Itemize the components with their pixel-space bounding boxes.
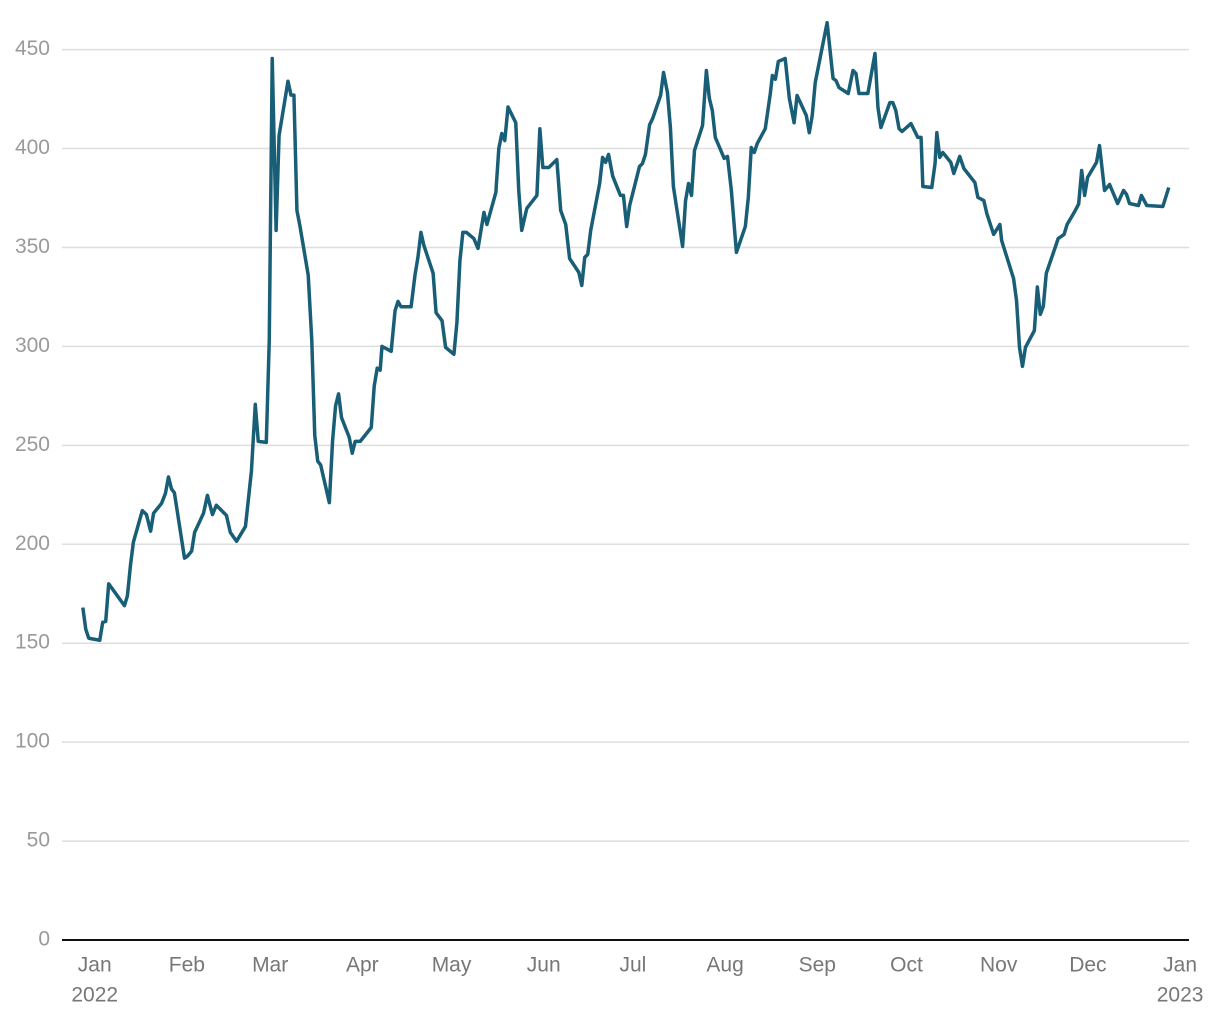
x-year-label: 2022: [71, 984, 118, 1007]
x-tick-label: Dec: [1069, 954, 1106, 977]
x-year-label: 2023: [1157, 984, 1204, 1007]
x-tick-label: Mar: [252, 954, 288, 977]
line: [81, 20, 1171, 642]
x-tick-label: Sep: [799, 954, 836, 977]
x-tick-label: Jun: [527, 954, 561, 977]
x-tick-label: Apr: [346, 954, 379, 977]
x-tick-label: Jul: [620, 954, 647, 977]
x-tick-label: May: [432, 954, 472, 977]
x-tick-label: Jan: [1163, 954, 1197, 977]
x-tick-label: Feb: [169, 954, 205, 977]
y-tick-label: 200: [15, 532, 50, 555]
x-tick-label: Jan: [78, 954, 112, 977]
y-tick-label: 300: [15, 334, 50, 357]
y-tick-label: 250: [15, 433, 50, 456]
y-tick-label: 150: [15, 631, 50, 654]
x-tick-label: Nov: [980, 954, 1018, 977]
y-tick-label: 50: [27, 829, 50, 852]
x-tick-label: Aug: [706, 954, 743, 977]
y-tick-label: 400: [15, 136, 50, 159]
y-tick-label: 450: [15, 37, 50, 60]
y-tick-label: 0: [38, 928, 50, 951]
x-tick-label: Oct: [890, 954, 923, 977]
y-tick-label: 350: [15, 235, 50, 258]
y-tick-label: 100: [15, 730, 50, 753]
